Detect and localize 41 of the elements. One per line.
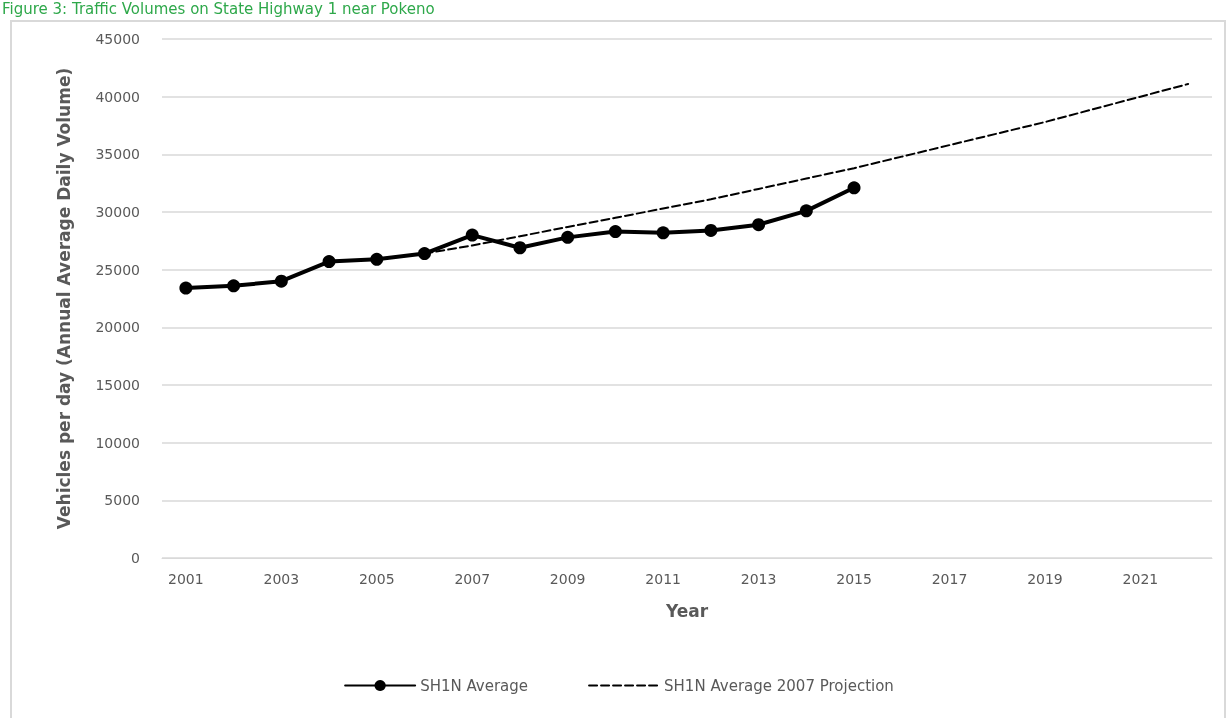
x-tick-label: 2013 bbox=[740, 571, 777, 587]
x-tick-label: 2015 bbox=[836, 571, 872, 587]
legend-label: SH1N Average bbox=[420, 676, 529, 695]
point bbox=[847, 181, 861, 195]
x-tick-label: 2011 bbox=[645, 571, 681, 587]
y-tick-label: 40000 bbox=[95, 88, 140, 105]
x-tick-label: 2007 bbox=[454, 571, 491, 587]
y-tick-label: 25000 bbox=[95, 261, 140, 278]
point bbox=[704, 223, 718, 237]
point bbox=[179, 281, 193, 295]
point bbox=[322, 255, 336, 269]
point bbox=[752, 218, 766, 232]
y-axis-title: Vehicles per day (Annual Average Daily Volume) bbox=[53, 67, 74, 530]
x-tick-label: 2019 bbox=[1027, 571, 1063, 587]
legend-label: SH1N Average 2007 Projection bbox=[664, 676, 894, 695]
y-tick-label: 5000 bbox=[104, 492, 140, 509]
point bbox=[274, 274, 288, 288]
x-tick-label: 2017 bbox=[931, 571, 968, 587]
point bbox=[799, 204, 813, 218]
y-tick-label: 35000 bbox=[95, 146, 140, 163]
y-tick-label: 30000 bbox=[95, 204, 140, 220]
y-tick-label: 10000 bbox=[95, 434, 140, 451]
point bbox=[465, 228, 479, 242]
y-tick-label: 0 bbox=[131, 550, 140, 566]
x-axis-title: Year bbox=[664, 600, 709, 621]
point bbox=[227, 279, 241, 293]
point bbox=[418, 247, 431, 261]
x-tick-label: 2021 bbox=[1122, 571, 1159, 587]
x-tick-label: 2003 bbox=[263, 571, 300, 587]
y-tick-label: 45000 bbox=[95, 31, 140, 47]
point bbox=[656, 226, 670, 240]
y-tick-label: 15000 bbox=[95, 377, 140, 393]
point bbox=[513, 241, 527, 255]
chart-title: Figure 3: Traffic Volumes on State Highway 1 near Pokeno bbox=[2, 0, 435, 18]
y-tick-label: 20000 bbox=[95, 319, 140, 336]
x-tick-label: 2001 bbox=[168, 571, 204, 587]
point bbox=[370, 252, 384, 266]
x-tick-label: 2009 bbox=[549, 571, 586, 587]
point bbox=[561, 230, 575, 244]
x-tick-label: 2005 bbox=[358, 571, 395, 587]
point bbox=[608, 225, 622, 239]
